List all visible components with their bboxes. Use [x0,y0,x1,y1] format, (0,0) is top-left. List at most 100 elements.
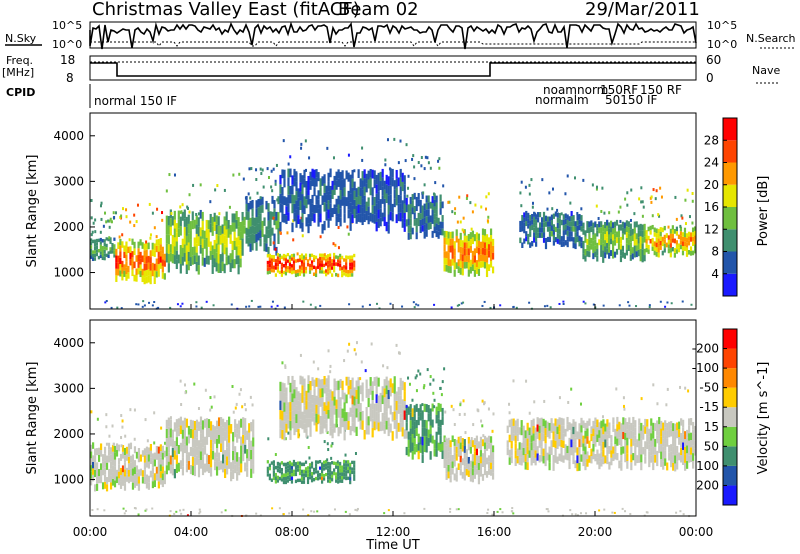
echo-cell [656,450,659,459]
echo-cell [633,221,636,228]
echo-cell [199,433,203,443]
ground-scatter-echo [598,509,601,512]
scatter-echo [195,212,198,216]
echo-cell [215,215,218,225]
echo-cell [249,217,252,227]
echo-cell [141,275,144,283]
echo-cell [349,212,352,222]
echo-cell [437,402,440,411]
echo-cell [391,212,394,222]
echo-cell [487,435,491,443]
echo-cell [145,256,148,264]
echo-cell [429,201,432,209]
echo-cell [580,220,583,227]
echo-cell [419,199,422,207]
echo-cell [625,237,628,244]
echo-cell [367,179,370,189]
echo-cell [191,420,195,430]
echo-cell [526,454,529,463]
ground-scatter-echo [549,306,552,309]
echo-cell [439,435,442,444]
echo-cell [209,241,212,251]
echo-cell [270,268,273,273]
echo-cell [457,450,460,457]
echo-cell [361,198,364,208]
echo-cell [281,195,284,205]
echo-cell [243,225,246,234]
echo-cell [311,394,314,404]
echo-cell [167,444,170,453]
echo-cell [641,230,644,238]
echo-cell [652,454,655,463]
echo-cell [532,448,535,456]
echo-cell [215,420,219,430]
echo-cell [562,230,565,236]
echo-band-4 [266,213,356,278]
echo-cell [413,429,416,439]
echo-cell [608,461,611,470]
echo-cell [560,236,563,242]
echo-cell [337,204,340,214]
echo-cell [479,450,483,457]
echo-cell [276,259,279,263]
echo-cell [538,227,542,233]
scatter-echo [533,400,536,404]
scatter-echo [199,183,202,187]
echo-cell [135,275,138,282]
echo-cell [635,239,638,246]
echo-cell [318,270,322,274]
echo-cell [635,233,638,240]
echo-cell [463,248,466,256]
echo-cell [453,439,456,446]
ground-scatter-echo [387,509,390,512]
echo-cell [582,240,585,248]
echo-cell [232,432,235,442]
echo-cell [333,262,336,266]
echo-cell [149,250,152,258]
echo-cell [169,252,172,262]
scatter-echo [248,167,251,171]
echo-cell [451,467,454,475]
echo-cell [113,247,116,251]
echo-cell [266,264,269,268]
echo-cell [625,232,628,238]
ground-scatter-echo [618,304,621,307]
echo-cell [580,242,583,249]
echo-cell [663,239,666,244]
echo-cell [155,239,158,246]
echo-cell [564,240,567,246]
echo-cell [641,237,644,244]
echo-cell [268,267,271,271]
scatter-echo [450,404,453,408]
echo-cell [287,177,290,187]
echo-cell [288,460,292,465]
echo-cell [548,216,552,222]
echo-cell [449,468,452,476]
echo-cell [237,255,240,265]
echo-cell [457,436,460,444]
echo-cell [175,437,178,447]
echo-cell [327,383,330,393]
echo-cell [431,230,434,238]
echo-cell [562,433,565,441]
ground-scatter-echo [169,510,172,513]
echo-cell [278,257,282,261]
echo-cell [359,411,362,421]
echo-cell [570,226,573,232]
echo-cell [475,455,479,462]
echo-cell [327,392,330,402]
echo-cell [347,273,350,278]
echo-cell [457,266,460,273]
echo-cell [588,227,591,234]
echo-cell [339,190,342,200]
scatter-echo [393,137,396,141]
ground-scatter-echo [602,304,605,307]
scatter-echo [438,157,441,161]
echo-cell [357,386,360,396]
echo-cell [564,428,567,437]
echo-cell [558,431,561,440]
scatter-echo [659,186,662,190]
echo-cell [548,454,551,463]
echo-cell [209,421,213,431]
echo-cell [119,257,122,265]
